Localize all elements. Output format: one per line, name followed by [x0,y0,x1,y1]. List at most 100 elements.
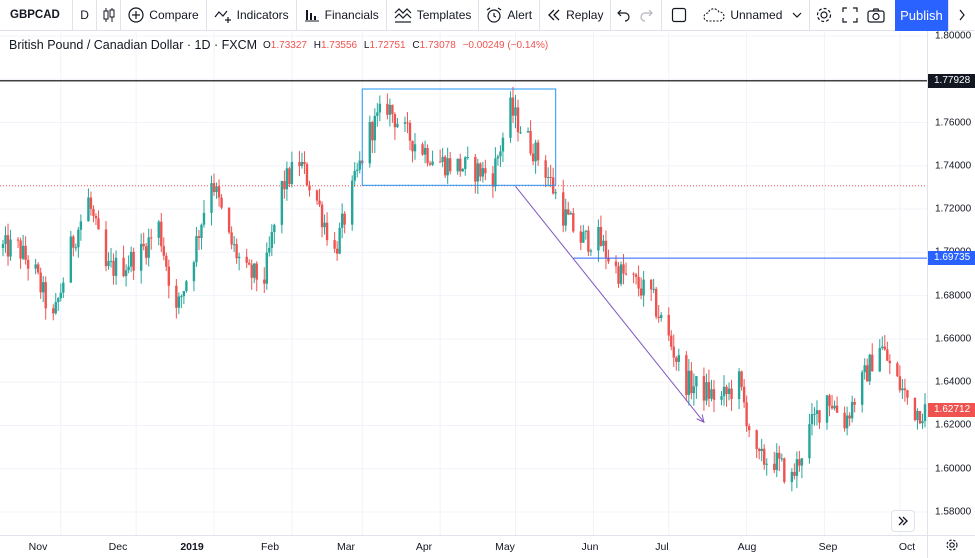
candle-body [637,276,640,289]
axis-settings-button[interactable] [927,535,975,558]
redo-button[interactable] [635,0,663,31]
candle-body [843,412,846,429]
layout-button[interactable] [662,0,696,31]
candle-body [526,130,530,133]
candle-body [878,347,881,372]
trend-arrow-line [515,186,705,423]
alarm-clock-icon [486,7,502,23]
candle-body [59,292,62,299]
legend-open-key: O [263,40,271,51]
candle-body [448,158,452,172]
publish-menu-button[interactable] [947,0,975,31]
candle-body [386,103,389,115]
candle-body [459,158,462,172]
candle-body [685,355,688,395]
candle-body [918,411,922,424]
indicators-label: Indicators [236,8,289,22]
candle-body [265,252,268,284]
time-axis[interactable]: Nov Dec 2019 Feb Mar Apr May Jun Jul Aug Sep Oct [0,535,927,558]
candle-body [185,281,188,292]
candle-body [426,148,429,164]
candle-body [690,370,693,394]
candle-body [290,162,294,185]
candle-body [514,107,517,116]
fullscreen-button[interactable] [837,0,863,31]
candle-body [1,244,5,249]
save-layout-button[interactable]: Unnamed [696,0,811,31]
legend-open: 1.73327 [270,40,307,51]
candle-body [441,156,444,162]
candle-body [491,173,495,187]
candle-body [456,158,459,172]
candle-body [263,279,266,284]
trend-arrow-head [696,414,705,424]
chevron-down-icon [792,12,802,18]
candle-body [516,107,520,133]
candle-body [579,231,583,243]
candle-body [898,376,902,391]
candle-body [250,264,253,278]
alert-button[interactable]: Alert [479,0,541,31]
candle-body [9,239,12,257]
candle-body [529,130,532,154]
candle-body [273,224,276,233]
candle-body [175,285,178,308]
symbol-search-button[interactable]: GBPCAD [0,0,73,31]
settings-button[interactable] [810,0,836,31]
interval-button[interactable]: D [73,0,98,31]
candle-body [443,156,447,176]
candle-body [6,235,10,257]
candle-body [315,190,319,201]
undo-button[interactable] [611,0,635,31]
candle-body [461,168,464,172]
legend-close: 1.73078 [419,40,456,51]
price-tick-label: 1.58000 [935,506,972,518]
candle-body [695,376,698,387]
rewind-icon [547,8,561,22]
candle-body [89,197,93,209]
candle-body [288,168,291,185]
last-price-badge: 1.62712 [928,403,975,418]
candle-body [509,97,512,138]
replay-label: Replay [566,8,604,22]
symbol-label: GBPCAD [10,9,60,21]
financials-button[interactable]: Financials [297,0,387,31]
legend-low: 1.72751 [369,40,406,51]
legend-title: British Pound / Canadian Dollar · 1D · F… [9,38,258,52]
candle-body [677,355,680,362]
candle-body [730,388,733,400]
candle-body [142,243,145,247]
double-chevron-right-icon [897,514,909,529]
snapshot-button[interactable] [863,0,889,31]
candle-body [622,264,625,274]
compare-button[interactable]: Compare [121,0,207,31]
candle-body [280,181,284,225]
price-chart[interactable] [0,31,927,535]
candle-body [466,156,469,158]
candle-body [423,148,427,155]
templates-button[interactable]: Templates [387,0,480,31]
candle-body [607,257,610,262]
candle-body [353,170,356,181]
chart-style-button[interactable] [97,0,122,31]
candle-body [501,137,505,152]
candle-body [599,227,603,246]
candle-body [860,372,864,405]
publish-button[interactable]: Publish [895,0,948,31]
candle-body [79,221,83,230]
candle-body [740,371,743,387]
candle-body [828,395,831,406]
candle-body [388,104,392,115]
scroll-to-realtime-button[interactable] [891,510,915,532]
black-line-price-badge: 1.77928 [928,73,975,88]
candle-body [338,227,341,254]
candle-body [901,388,904,391]
replay-button[interactable]: Replay [540,0,612,31]
candle-body [160,221,163,247]
price-axis[interactable]: 1.800001.780001.760001.740001.720001.700… [927,31,975,535]
indicators-button[interactable]: Indicators [207,0,297,31]
candle-body [139,243,143,271]
candle-body [165,255,168,267]
candle-body [720,396,723,400]
candle-body [783,458,786,482]
